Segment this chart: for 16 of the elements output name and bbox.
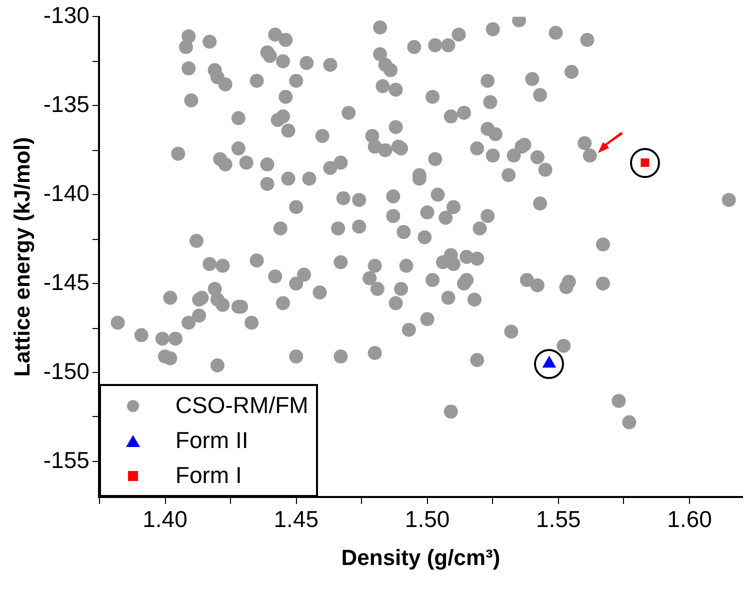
y-tick-label: -155 bbox=[43, 446, 90, 473]
y-tick-label: -130 bbox=[43, 2, 90, 28]
y-tick-label: -150 bbox=[43, 358, 90, 384]
y-tick-label: -140 bbox=[43, 180, 90, 206]
x-tick-label: 1.45 bbox=[274, 506, 319, 532]
x-tick-label: 1.40 bbox=[142, 506, 188, 532]
y-axis-title: Lattice energy (kJ/mol) bbox=[9, 137, 34, 377]
legend-label: CSO-RM/FM bbox=[175, 392, 308, 419]
x-tick-label: 1.60 bbox=[667, 506, 712, 532]
legend-label: Form II bbox=[175, 427, 248, 454]
x-tick-label: 1.50 bbox=[404, 506, 450, 532]
x-tick-label: 1.55 bbox=[536, 506, 581, 532]
y-tick-label: -135 bbox=[43, 91, 90, 118]
legend-label: Form I bbox=[175, 462, 242, 489]
y-tick-label: -145 bbox=[43, 268, 90, 295]
x-axis-title: Density (g/cm³) bbox=[341, 544, 500, 570]
